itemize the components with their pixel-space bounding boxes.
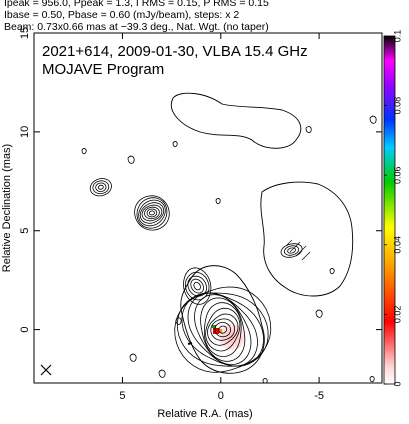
colorbar-tick-label: 0.1 (392, 30, 402, 43)
colorbar-tick-label: 0 (392, 381, 402, 386)
colorbar-tick-label: 0.08 (392, 97, 402, 115)
contour-level-core (174, 286, 272, 373)
y-tick-label: 0 (19, 327, 31, 333)
contour-level-inner-jet (193, 281, 201, 291)
colorbar-tick-label: 0.04 (392, 236, 402, 254)
contour-level-outer-NE-component (95, 182, 107, 192)
contour-level-core (210, 318, 236, 341)
contour-level-W-component (287, 247, 296, 254)
contour-level-core (176, 292, 269, 367)
map-header: Ipeak = 956.0, Ppeak = 1.3, I RMS = 0.15… (0, 0, 409, 36)
tick-labels: 5 0 -5 0 5 10 15 (19, 27, 324, 402)
contour-level-NE-component (138, 199, 166, 227)
x-tick-label: 5 (119, 390, 125, 402)
contour-level-W-component (280, 243, 303, 258)
x-tick-label: -5 (314, 390, 324, 402)
header-line-peak-rms: Ipeak = 956.0, Ppeak = 1.3, I RMS = 0.15… (4, 0, 269, 9)
contour-level-NE-component (139, 202, 165, 224)
header-line-beam: Beam: 0.73x0.66 mas at −39.3 deg., Nat. … (4, 21, 269, 33)
pol-red-spot (213, 328, 219, 334)
contour-level-NE-component (146, 208, 158, 218)
y-tick-label: 5 (19, 228, 31, 234)
contour-level-core (218, 325, 228, 334)
contour-level-core (214, 322, 232, 338)
chart-title: 2021+614, 2009-01-30, VLBA 15.4 GHz (42, 43, 308, 60)
contour-level-NE-component (136, 197, 168, 229)
hatched-region (285, 239, 311, 261)
axis-ticks (34, 32, 382, 383)
contour-level-NE-component (141, 204, 163, 222)
colorbar-ticks: 0 0.02 0.04 0.06 0.08 0.1 (384, 30, 402, 387)
y-tick-label: 10 (19, 126, 31, 138)
contour-level-core (200, 297, 246, 362)
contour-level-outer-NE-component (92, 180, 110, 195)
contour-level-NE-component (149, 210, 155, 216)
contour-level-NE-component (144, 206, 160, 220)
contour-groups (89, 178, 303, 373)
contour-north-diffuse (170, 92, 302, 149)
colorbar (383, 35, 396, 385)
noise-contours (81, 115, 377, 383)
pol-orange-spot (219, 329, 222, 333)
pol-green-spot (212, 325, 216, 328)
contour-level-inner-jet (184, 271, 210, 301)
plot-frame (33, 32, 383, 384)
y-axis-label: Relative Declination (mas) (1, 144, 13, 272)
contour-level-inner-jet (190, 278, 204, 294)
contour-level-NE-component (134, 195, 170, 231)
x-axis-label: Relative R.A. (mas) (157, 408, 252, 420)
colorbar-tick-label: 0.06 (392, 166, 402, 184)
contour-level-core (205, 307, 241, 352)
contour-level-core (203, 302, 242, 358)
contour-level-inner-jet (183, 267, 212, 305)
contour-level-outer-NE-component (98, 184, 104, 190)
contour-level-W-component (283, 245, 300, 256)
evpa-mark (187, 342, 193, 345)
beam-marker (40, 364, 52, 376)
contour-level-outer-NE-component (89, 178, 112, 197)
contour-level-inner-jet (187, 275, 207, 297)
colorbar-tick-label: 0.02 (392, 306, 402, 324)
y-tick-label: 15 (19, 27, 31, 39)
chart-subtitle: MOJAVE Program (42, 61, 164, 78)
contour-jet-outer (180, 265, 265, 374)
contour-west-diffuse (260, 181, 354, 297)
header-line-base-steps: Ibase = 0.50, Pbase = 0.60 (mJy/beam), s… (4, 9, 240, 21)
contour-level-core (187, 292, 258, 367)
x-tick-label: 0 (218, 390, 224, 402)
contour-level-core (207, 313, 239, 346)
